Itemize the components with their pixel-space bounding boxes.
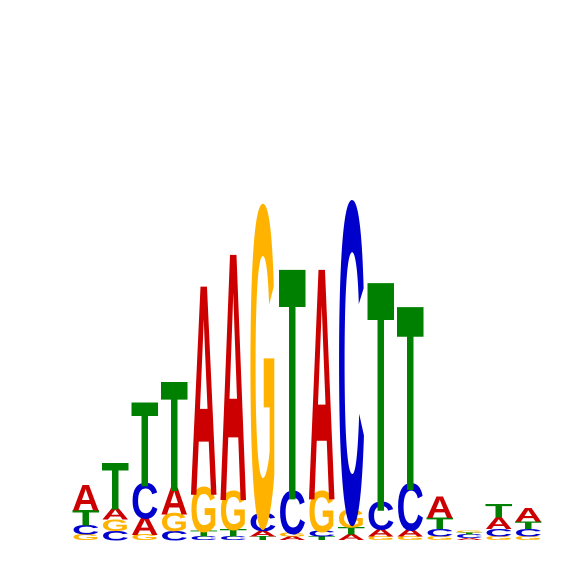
logo-letter-a-pos12: A <box>397 526 424 538</box>
logo-letter-g-pos8: G <box>279 531 306 537</box>
logo-letter-g-pos16: G <box>515 535 542 541</box>
logo-letter-t-pos14: T <box>456 532 484 535</box>
logo-letter-t-pos2: T <box>102 449 129 524</box>
logo-letter-g-pos1: G <box>72 533 99 542</box>
logo-letter-g-pos10: G <box>338 504 365 533</box>
logo-letter-c-pos7: C <box>249 508 277 536</box>
logo-letter-t-pos7: T <box>249 535 277 541</box>
logo-letter-c-pos1: C <box>72 522 100 538</box>
logo-letter-a-pos4: A <box>161 480 188 524</box>
logo-letter-c-pos12: C <box>397 469 424 545</box>
logo-letter-g-pos4: G <box>161 508 188 537</box>
logo-letter-a-pos6: A <box>220 178 247 566</box>
logo-letter-a-pos7: A <box>249 529 277 539</box>
logo-letter-a-pos10: A <box>338 533 366 543</box>
logo-letter-c-pos2: C <box>102 528 130 544</box>
logo-letter-g-pos14: G <box>456 530 483 533</box>
logo-letter-t-pos15: T <box>485 501 512 523</box>
logo-letter-c-pos3: C <box>131 472 158 530</box>
logo-letter-c-pos8: C <box>279 477 307 547</box>
logo-letter-t-pos6: T <box>220 526 247 539</box>
logo-letter-g-pos3: G <box>131 533 158 542</box>
logo-letter-g-pos6: G <box>220 479 247 543</box>
logo-letter-t-pos16: T <box>515 519 542 532</box>
logo-letter-c-pos11: C <box>367 495 394 539</box>
logo-letter-c-pos9: C <box>308 529 336 539</box>
logo-letter-t-pos12: T <box>397 250 424 547</box>
logo-letter-t-pos3: T <box>131 377 158 512</box>
logo-letter-c-pos4: C <box>161 528 189 544</box>
logo-letter-t-pos13: T <box>426 514 454 533</box>
logo-letter-g-pos12: G <box>397 535 424 541</box>
logo-letter-g-pos9: G <box>308 480 336 546</box>
logo-letter-t-pos10: T <box>338 524 365 537</box>
logo-letter-c-pos15: C <box>485 526 512 538</box>
logo-letter-a-pos2: A <box>102 505 130 524</box>
logo-letter-c-pos5: C <box>190 535 218 541</box>
logo-letter-a-pos1: A <box>72 477 99 518</box>
logo-letter-g-pos15: G <box>485 535 512 541</box>
logo-letter-t-pos9: T <box>308 535 336 541</box>
logo-letter-g-pos11: G <box>367 535 394 541</box>
logo-letter-a-pos13: A <box>426 491 454 525</box>
logo-letter-a-pos16: A <box>515 505 543 527</box>
logo-letter-a-pos3: A <box>131 512 159 540</box>
logo-letter-a-pos11: A <box>367 526 394 538</box>
logo-letter-g-pos7: G <box>249 110 276 566</box>
logo-letter-c-pos13: C <box>426 526 453 538</box>
logo-letter-c-pos6: C <box>220 535 248 541</box>
logo-letter-a-pos15: A <box>485 514 513 533</box>
logo-letter-g-pos13: G <box>426 535 453 541</box>
logo-letter-g-pos5: G <box>190 475 217 547</box>
logo-letter-a-pos5: A <box>190 221 217 559</box>
logo-letter-t-pos4: T <box>161 348 188 525</box>
logo-letter-t-pos1: T <box>72 505 100 530</box>
logo-letter-t-pos11: T <box>367 212 394 566</box>
logo-letter-t-pos5: T <box>190 529 218 538</box>
logo-letter-t-pos8: T <box>279 198 306 566</box>
logo-letter-a-pos14: A <box>456 538 484 541</box>
logo-letter-c-pos14: C <box>456 533 484 539</box>
logo-letter-a-pos9: A <box>308 199 336 566</box>
logo-letter-a-pos8: A <box>279 535 307 541</box>
logo-letter-c-pos16: C <box>515 526 542 538</box>
logo-letter-c-pos10: C <box>338 106 365 566</box>
logo-letter-g-pos2: G <box>102 516 129 535</box>
